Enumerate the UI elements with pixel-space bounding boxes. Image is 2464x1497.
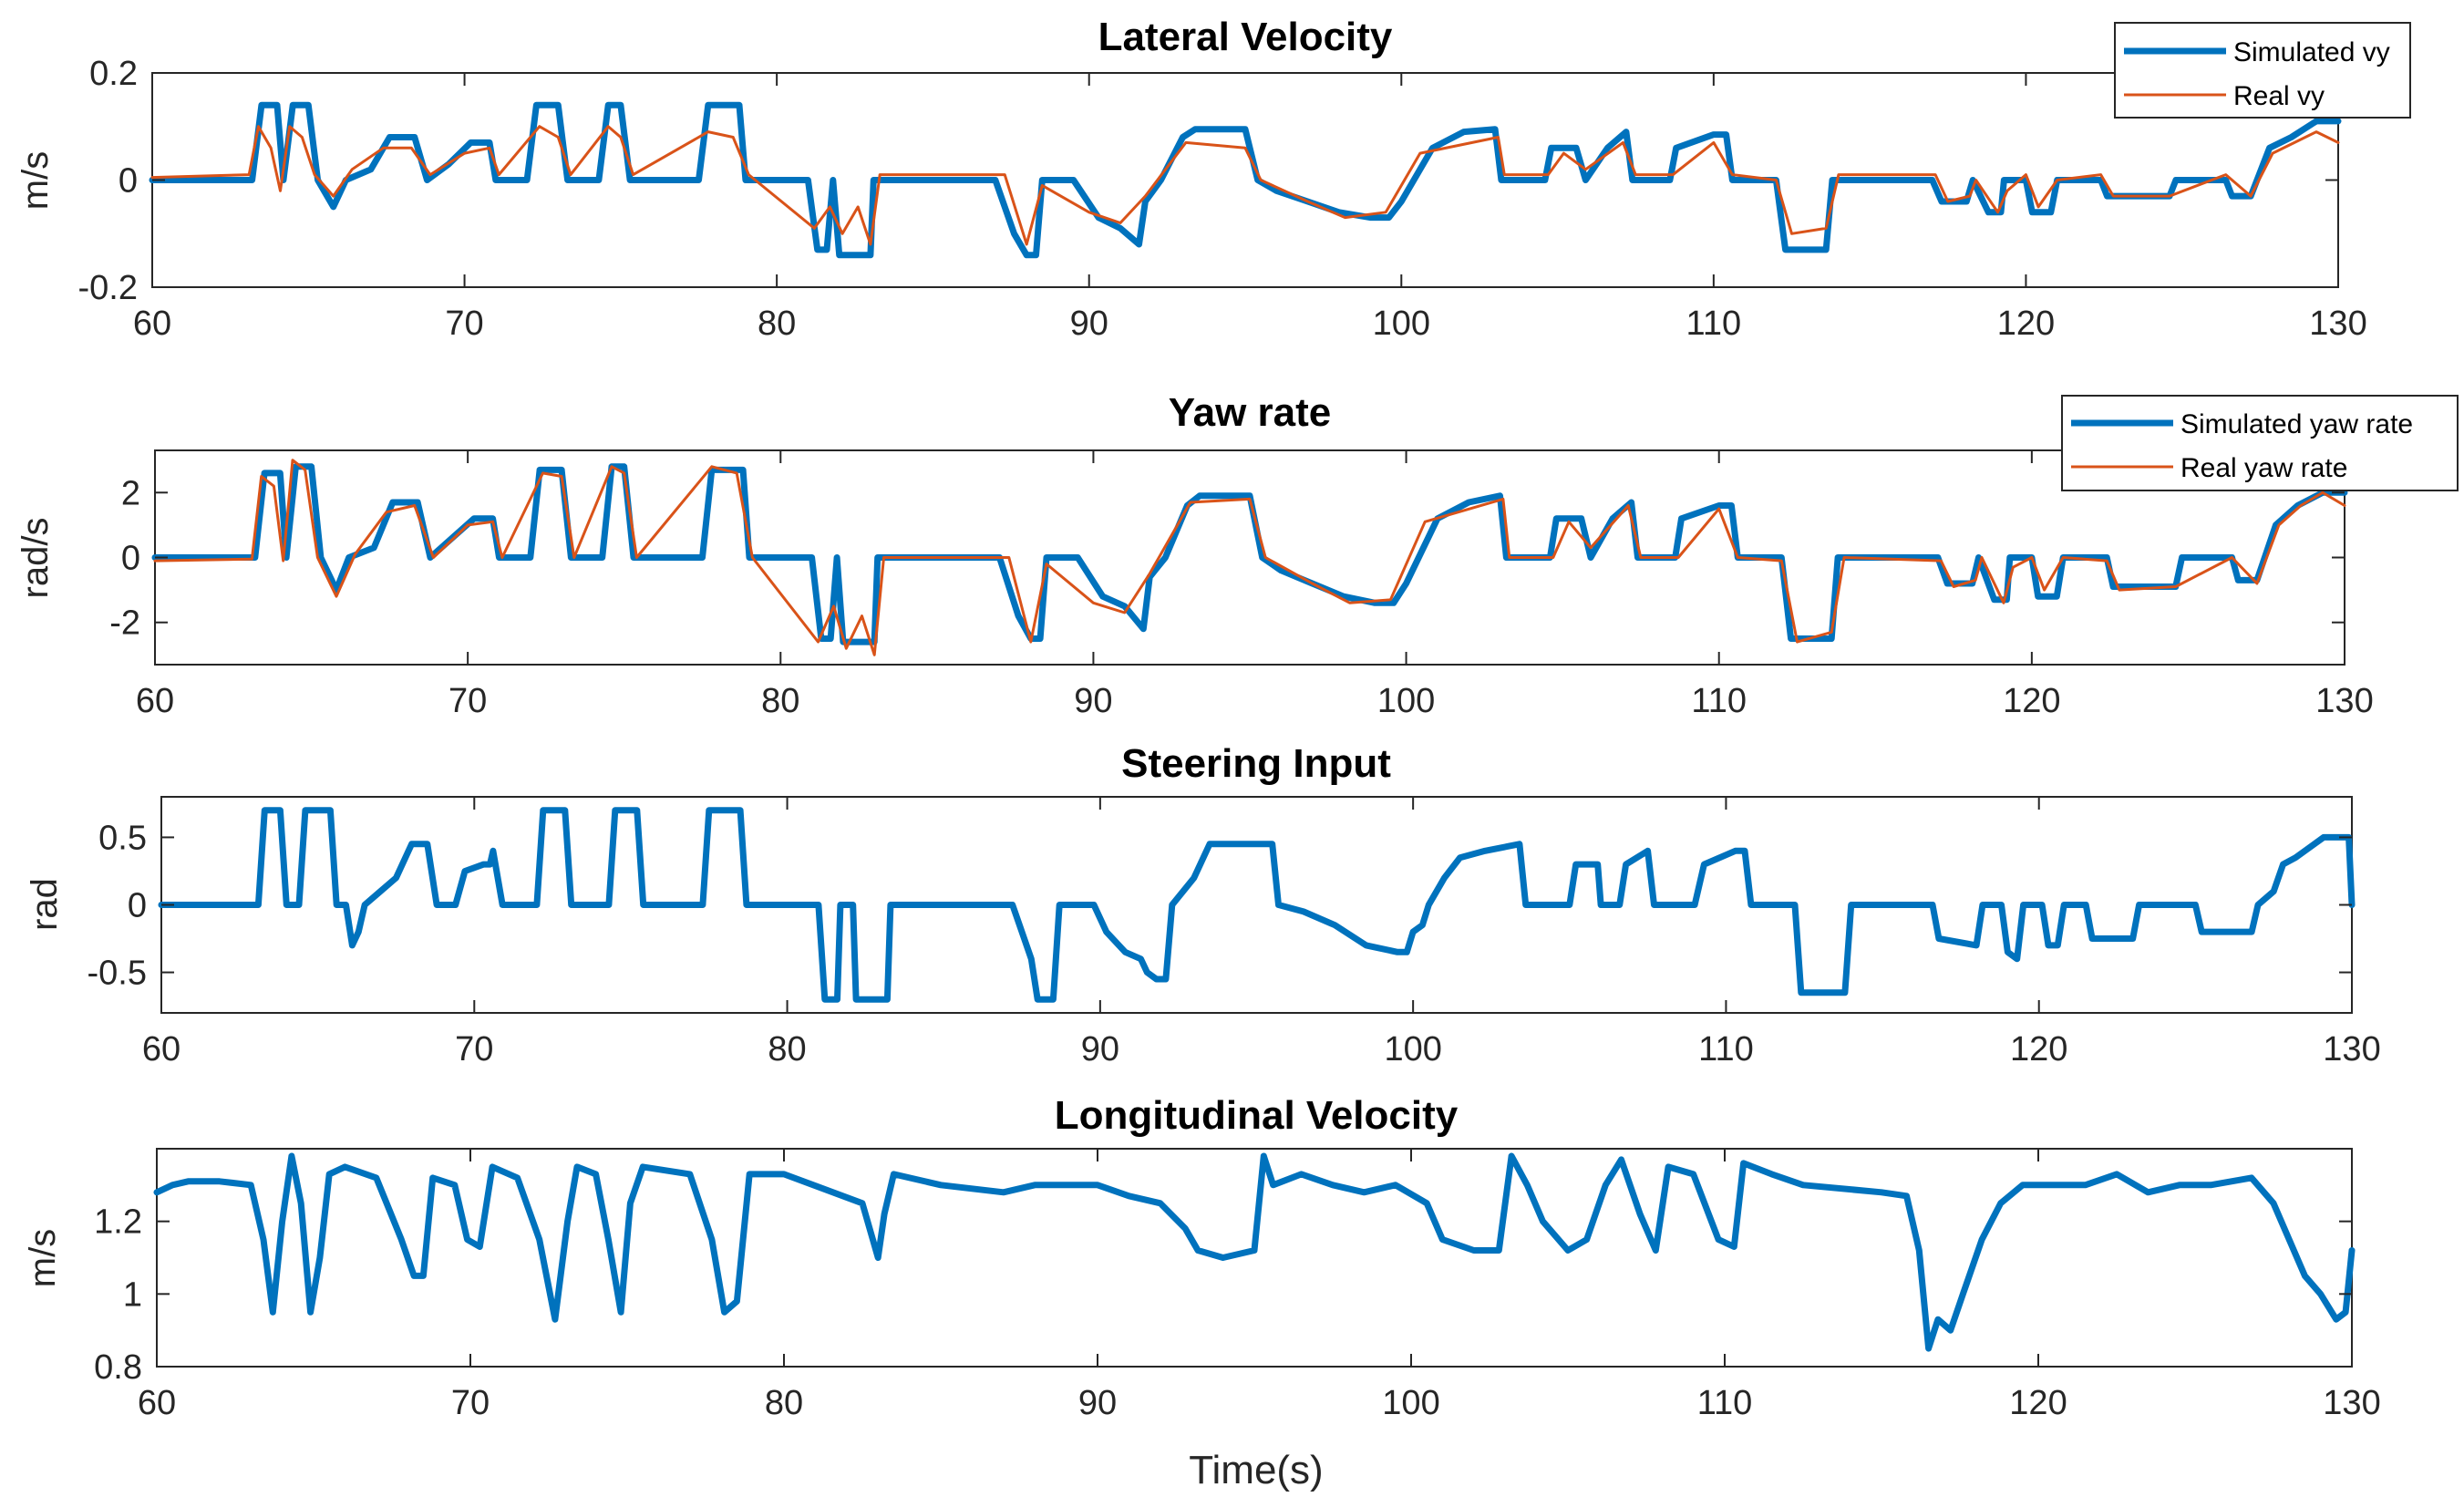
y-tick-label: -0.2	[78, 269, 138, 307]
y-ticks: -0.2 0 0.2	[78, 55, 2338, 307]
series-line-steering-input	[158, 807, 2356, 1003]
chart-title: Steering Input	[1121, 741, 1391, 786]
x-tick-label: 110	[1691, 682, 1747, 720]
series-line-real-vy	[150, 125, 2340, 246]
legend-label-real-vy: Real vy	[2233, 81, 2325, 111]
x-tick-label: 110	[1686, 305, 1742, 343]
series-line-longitudinal-velocity	[153, 1152, 2356, 1352]
y-ticks: 0.8 1 1.2	[94, 1203, 2352, 1387]
series-line-real-yaw-rate	[153, 459, 2346, 656]
longitudinal-velocity-panel: 60 70 80 90 100 110 120 130 0.8 1 1.2 Longitudina…	[23, 1093, 2381, 1492]
x-tick-label: 120	[1997, 305, 2055, 343]
x-tick-label: 60	[133, 305, 171, 343]
x-tick-label: 90	[1081, 1030, 1119, 1069]
x-tick-label: 130	[2315, 682, 2373, 720]
legend-label-simulated-vy: Simulated vy	[2233, 37, 2390, 67]
legend-box	[2114, 22, 2411, 119]
x-tick-label: 120	[2009, 1384, 2067, 1422]
chart-title: Yaw rate	[1169, 390, 1332, 435]
yaw-rate-panel: 60 70 80 90 100 110 120 130 -2 0 2 Yaw rate rad/s…	[15, 390, 2459, 720]
y-tick-label: 0	[128, 887, 147, 925]
x-tick-label: 100	[1384, 1030, 1441, 1069]
y-tick-label: 0	[121, 540, 140, 578]
legend-box	[2061, 395, 2459, 491]
series-layer	[158, 807, 2356, 1003]
x-tick-label: 60	[138, 1384, 176, 1422]
lateral-velocity-panel: 60 70 80 90 100 110 120 130 -0.2 0 0.2 Lateral Ve…	[15, 15, 2411, 343]
x-tick-label: 60	[142, 1030, 180, 1069]
x-tick-label: 120	[2010, 1030, 2067, 1069]
x-tick-label: 80	[765, 1384, 803, 1422]
x-tick-label: 70	[448, 682, 487, 720]
x-ticks: 60 70 80 90 100 110 120 130	[142, 797, 2381, 1069]
x-tick-label: 70	[455, 1030, 493, 1069]
chart-title: Lateral Velocity	[1098, 15, 1393, 59]
x-tick-label: 130	[2323, 1030, 2380, 1069]
axes-box	[156, 1148, 2353, 1368]
y-tick-label: 1	[123, 1275, 142, 1314]
y-tick-label: 0.2	[89, 55, 138, 93]
series-line-simulated-vy	[149, 101, 2342, 259]
x-tick-label: 90	[1070, 305, 1108, 343]
x-tick-label: 100	[1377, 682, 1435, 720]
y-ticks: -0.5 0 0.5	[88, 819, 2352, 993]
y-tick-label: -0.5	[88, 955, 147, 993]
series-layer	[153, 1152, 2356, 1352]
y-ticks: -2 0 2	[109, 474, 2345, 643]
steering-input-panel: 60 70 80 90 100 110 120 130 -0.5 0 0.5 Steering I…	[25, 741, 2381, 1069]
y-axis-label: m/s	[23, 1229, 63, 1287]
y-tick-label: 1.2	[94, 1203, 142, 1242]
x-tick-label: 60	[136, 682, 174, 720]
x-tick-label: 70	[445, 305, 483, 343]
y-tick-label: 2	[121, 474, 140, 512]
y-axis-label: m/s	[15, 151, 56, 210]
series-layer	[151, 459, 2348, 656]
x-tick-label: 130	[2309, 305, 2366, 343]
y-tick-label: -2	[109, 604, 140, 643]
x-tick-label: 130	[2323, 1384, 2380, 1422]
chart-title: Longitudinal Velocity	[1055, 1093, 1459, 1138]
x-tick-label: 80	[761, 682, 799, 720]
y-axis-label: rad	[25, 878, 65, 931]
x-ticks: 60 70 80 90 100 110 120 130	[136, 450, 2374, 720]
series-layer	[149, 101, 2342, 259]
x-tick-label: 90	[1078, 1384, 1117, 1422]
y-tick-label: 0	[119, 162, 138, 201]
x-tick-label: 100	[1373, 305, 1430, 343]
legend-label-real-yaw-rate: Real yaw rate	[2180, 453, 2347, 483]
y-tick-label: 0.5	[98, 819, 147, 857]
x-tick-label: 120	[2003, 682, 2060, 720]
x-tick-label: 70	[451, 1384, 490, 1422]
legend: Simulated vy Real vy	[2114, 22, 2411, 119]
x-tick-label: 110	[1698, 1030, 1754, 1069]
legend-label-simulated-yaw-rate: Simulated yaw rate	[2180, 409, 2413, 439]
x-tick-label: 90	[1074, 682, 1112, 720]
legend: Simulated yaw rate Real yaw rate	[2061, 395, 2459, 491]
x-tick-label: 80	[758, 305, 796, 343]
y-axis-label: rad/s	[15, 518, 56, 599]
x-ticks: 60 70 80 90 100 110 120 130	[133, 73, 2367, 343]
x-tick-label: 80	[768, 1030, 806, 1069]
x-axis-label: Time(s)	[1189, 1448, 1323, 1492]
x-tick-label: 110	[1697, 1384, 1753, 1422]
x-ticks: 60 70 80 90 100 110 120 130	[138, 1149, 2381, 1422]
x-tick-label: 100	[1382, 1384, 1439, 1422]
series-line-simulated-yaw-rate	[151, 463, 2348, 645]
y-tick-label: 0.8	[94, 1348, 142, 1387]
